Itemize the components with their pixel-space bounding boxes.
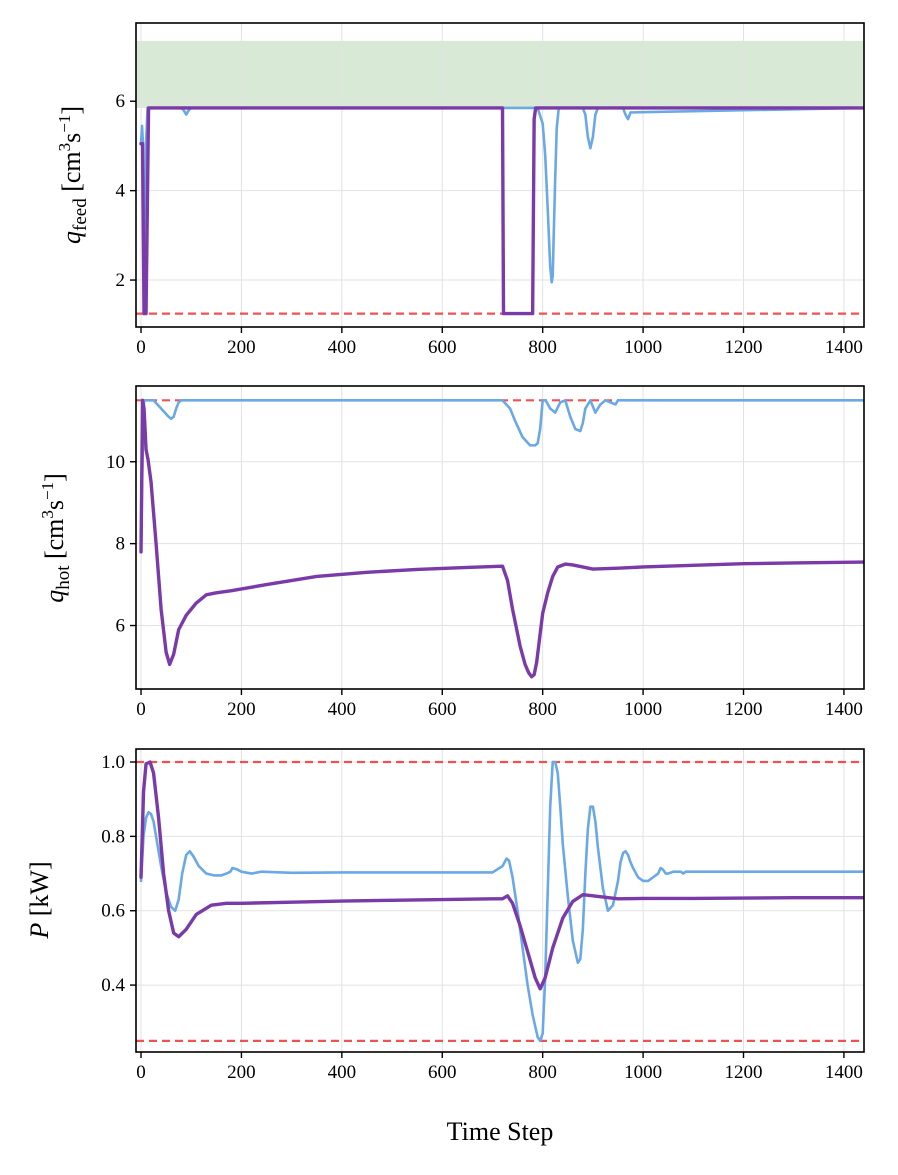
x-tick-label: 1400 (825, 1062, 863, 1083)
series-line-dark (139, 106, 864, 316)
axes-frame (135, 385, 865, 690)
y-tick-label: 0.6 (101, 901, 125, 922)
y-tick-label: 4 (116, 181, 126, 202)
y-tick-label: 8 (116, 534, 126, 555)
y-tick-label: 10 (106, 452, 125, 473)
x-tick-label: 1200 (725, 1062, 763, 1083)
ylabel-q-feed: qfeed [cm3s−1] (55, 106, 91, 244)
x-tick-label: 400 (328, 699, 357, 720)
x-tick-label: 200 (227, 699, 256, 720)
panel-q-hot: 0 200 400 600 800 1000 1200 1400 6 8 10 (106, 385, 865, 720)
y-tick-label: 1.0 (101, 752, 125, 773)
x-tick-label: 400 (328, 1062, 357, 1083)
x-tick-label: 1400 (825, 337, 863, 358)
x-tick-label: 600 (428, 1062, 457, 1083)
x-tick-label: 400 (328, 337, 357, 358)
x-tick-label: 800 (528, 699, 557, 720)
y-tick-label: 6 (116, 91, 126, 112)
series-line-light (139, 399, 864, 554)
x-tick-label: 0 (136, 1062, 146, 1083)
x-tick-label: 0 (136, 337, 146, 358)
panel-power: 0 200 400 600 800 1000 1200 1400 0.4 0.6 0.8 1.0 (101, 748, 865, 1083)
axes-frame (135, 748, 865, 1053)
series-line-light (139, 760, 864, 1043)
x-tick-label: 600 (428, 699, 457, 720)
series-line-dark (139, 760, 864, 991)
ylabel-power: P [kW] (25, 861, 54, 939)
x-tick-label: 200 (227, 337, 256, 358)
x-tick-label: 1400 (825, 699, 863, 720)
y-tick-label: 6 (116, 616, 126, 637)
x-tick-label: 800 (528, 1062, 557, 1083)
panel-q-feed: 0 200 400 600 800 1000 1200 1400 2 4 6 (116, 22, 865, 358)
x-tick-label: 800 (528, 337, 557, 358)
x-tick-label: 600 (428, 337, 457, 358)
ylabel-q-hot: qhot [cm3s−1] (38, 473, 74, 603)
x-tick-label: 1200 (725, 337, 763, 358)
y-tick-label: 2 (116, 270, 126, 291)
target-band (136, 40, 864, 108)
x-tick-label: 0 (136, 699, 146, 720)
axes-frame (135, 22, 865, 328)
x-tick-label: 1000 (624, 337, 662, 358)
x-tick-label: 1000 (624, 699, 662, 720)
x-tick-label: 1200 (725, 699, 763, 720)
y-tick-label: 0.8 (101, 826, 125, 847)
xlabel-time-step: Time Step (447, 1117, 554, 1146)
y-tick-label: 0.4 (101, 975, 125, 996)
series-line-dark (139, 398, 864, 679)
x-tick-label: 1000 (624, 1062, 662, 1083)
x-tick-label: 200 (227, 1062, 256, 1083)
